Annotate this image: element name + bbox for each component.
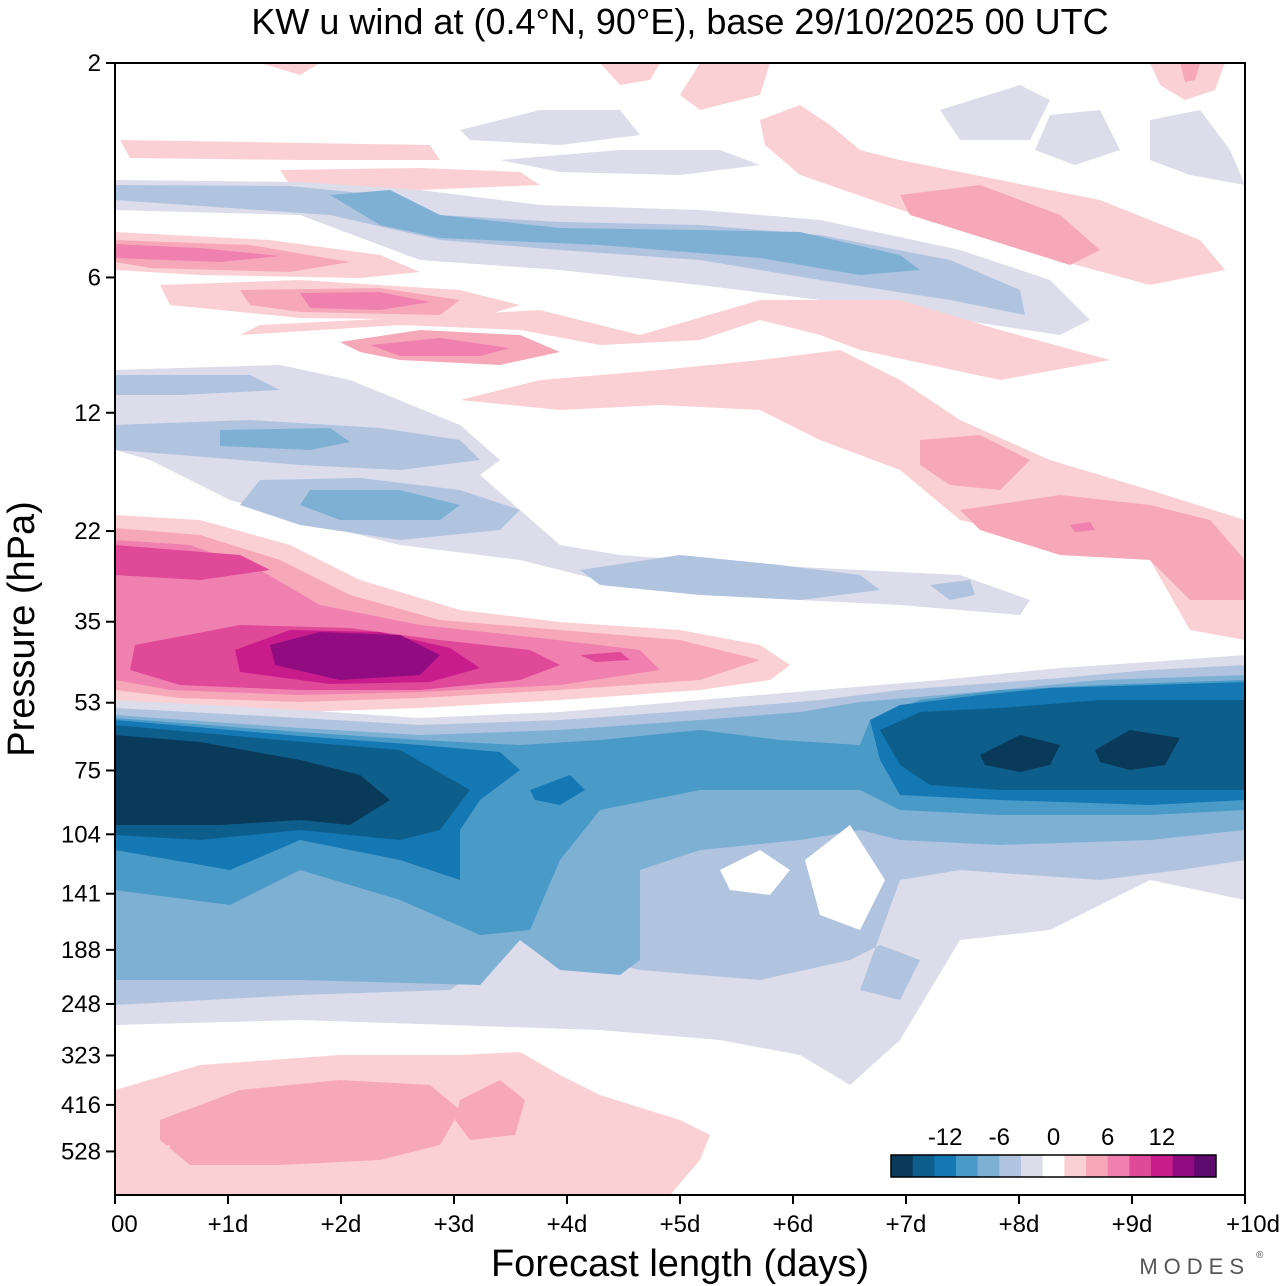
colorbar-swatch [1107,1155,1130,1177]
colorbar-tick-label: 6 [1101,1124,1114,1151]
y-tick-label: 53 [74,690,101,717]
contour-field [115,63,1245,1195]
colorbar: -12 -6 0 6 12 [883,1120,1243,1188]
x-tick-label: +4d [547,1211,588,1238]
y-tick-label: 141 [61,881,101,908]
colorbar-frame [890,1154,1217,1178]
colorbar-swatch [1064,1155,1087,1177]
x-tick-label: +8d [999,1211,1040,1238]
colorbar-swatch [977,1155,1000,1177]
y-tick-label: 75 [74,757,101,784]
colorbar-tick-label: 12 [1148,1124,1175,1151]
colorbar-tick-label: -12 [928,1124,963,1151]
y-tick-label: 416 [61,1092,101,1119]
chart-title: KW u wind at (0.4°N, 90°E), base 29/10/2… [251,1,1108,42]
colorbar-swatch [1151,1155,1174,1177]
x-tick-label: +1d [208,1211,249,1238]
colorbar-swatch [891,1155,914,1177]
y-tick-label: 188 [61,937,101,964]
y-axis-label: Pressure (hPa) [1,501,43,757]
y-tick-label: 323 [61,1043,101,1070]
y-tick-label: 528 [61,1138,101,1165]
x-tick-label: +2d [321,1211,362,1238]
colorbar-swatch [1042,1155,1065,1177]
x-tick-label: +3d [434,1211,475,1238]
y-tick-label: 35 [74,609,101,636]
x-tick-label: +6d [773,1211,814,1238]
x-tick-label: +10d [1226,1211,1280,1238]
colorbar-swatch [912,1155,935,1177]
watermark-registered-mark: ® [1256,1250,1264,1261]
colorbar-tick-label: -6 [989,1124,1010,1151]
y-tick-label: 12 [74,400,101,427]
y-tick-label: 248 [61,991,101,1018]
watermark: MODES [1139,1254,1250,1279]
x-tick-label: 00 [111,1211,138,1238]
x-tick-label: +7d [886,1211,927,1238]
y-tick-label: 2 [88,50,101,77]
colorbar-swatch [956,1155,979,1177]
colorbar-swatch [1021,1155,1044,1177]
y-tick-label: 6 [88,264,101,291]
colorbar-swatch [999,1155,1022,1177]
y-axis: 2 6 12 22 35 53 75 104 141 188 248 323 416 528 [61,50,115,1165]
x-axis: 00 +1d +2d +3d +4d +5d +6d +7d +8d +9d +10d [111,1195,1280,1238]
x-tick-label: +5d [660,1211,701,1238]
x-tick-label: +9d [1112,1211,1153,1238]
y-tick-label: 22 [74,518,101,545]
colorbar-tick-label: 0 [1047,1124,1060,1151]
colorbar-swatch [1129,1155,1152,1177]
colorbar-swatch [934,1155,957,1177]
colorbar-swatch [1086,1155,1109,1177]
y-tick-label: 104 [61,821,101,848]
colorbar-swatch [1194,1155,1217,1177]
x-axis-label: Forecast length (days) [491,1243,869,1285]
colorbar-swatch [1172,1155,1195,1177]
